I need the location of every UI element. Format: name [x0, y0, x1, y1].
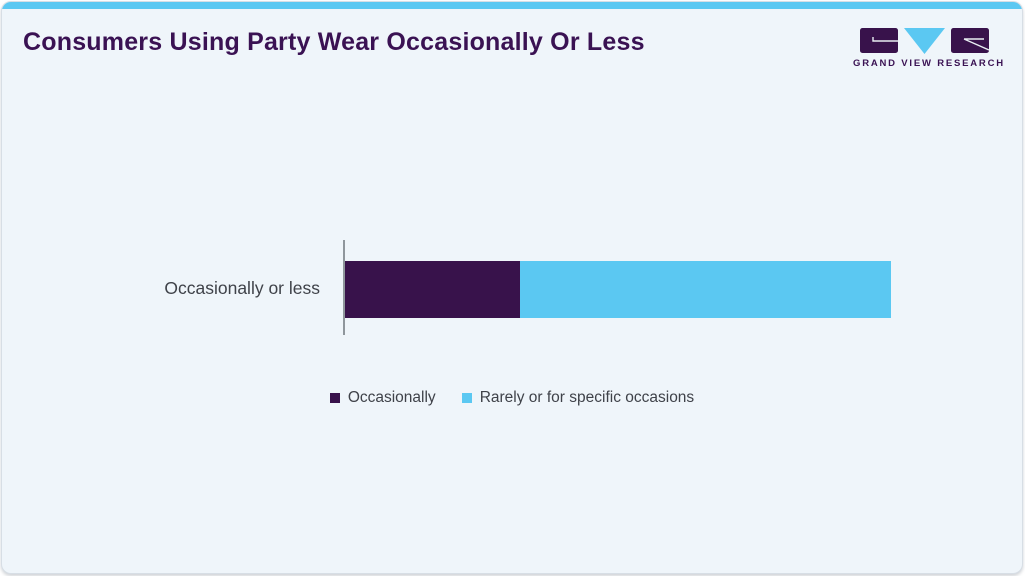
legend-item-occasionally: Occasionally	[329, 389, 436, 407]
logo-g-block-icon	[859, 28, 898, 53]
gvr-logo-text: GRAND VIEW RESEARCH	[853, 58, 1005, 69]
bar-segment-rarely	[519, 261, 891, 318]
legend: Occasionally Rarely or for specific occa…	[2, 389, 1022, 407]
legend-swatch-rarely-icon	[461, 393, 472, 403]
bar-chart: Occasionally or less	[2, 240, 1022, 336]
y-axis-line	[343, 240, 345, 335]
gvr-logo-marks	[853, 28, 995, 54]
legend-swatch-occasionally-icon	[329, 393, 340, 403]
page-title: Consumers Using Party Wear Occasionally …	[23, 28, 645, 56]
legend-label-occasionally: Occasionally	[347, 389, 436, 406]
gvr-logo: GRAND VIEW RESEARCH	[853, 28, 1005, 69]
category-label: Occasionally or less	[164, 277, 320, 298]
logo-r-block-icon	[950, 28, 989, 53]
card-top-accent	[2, 2, 1022, 9]
legend-label-rarely: Rarely or for specific occasions	[479, 389, 695, 406]
bar-segment-occasionally	[345, 261, 520, 318]
stacked-bar	[345, 261, 891, 318]
logo-v-triangle-icon	[903, 28, 945, 54]
legend-item-rarely: Rarely or for specific occasions	[461, 389, 695, 407]
